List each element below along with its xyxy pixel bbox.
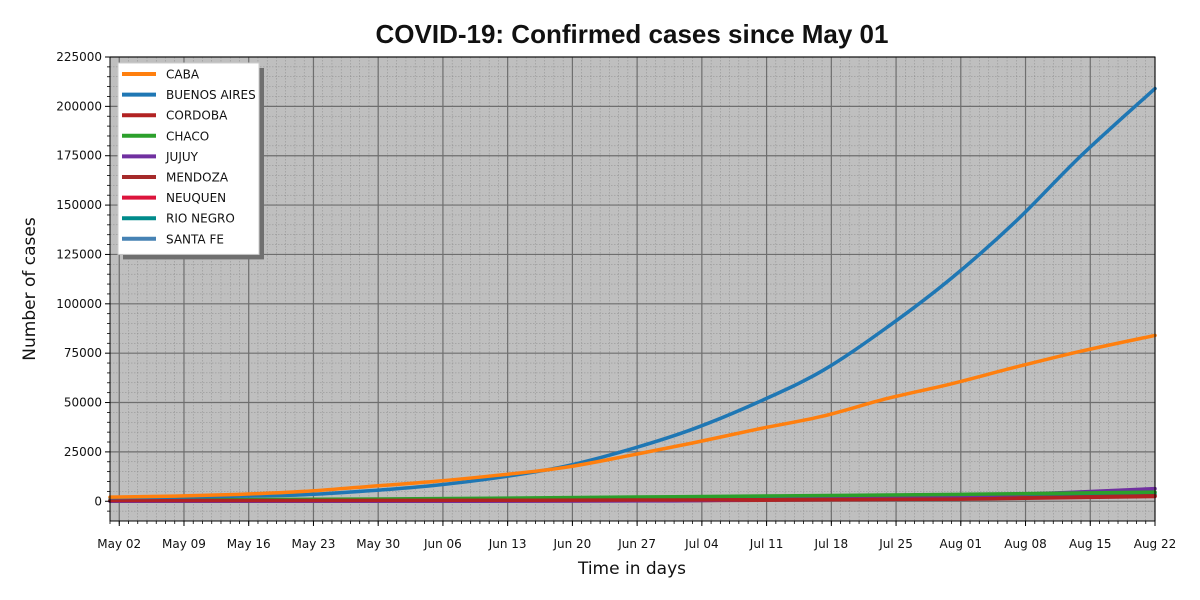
chart-title: COVID-19: Confirmed cases since May 01	[376, 19, 889, 49]
y-tick-label: 200000	[56, 99, 102, 113]
major-grid	[110, 56, 1156, 521]
plot-frame	[109, 56, 1156, 522]
series-line-cordoba	[108, 494, 1157, 503]
x-tick-label: Jun 27	[617, 537, 656, 551]
y-tick-label: 150000	[56, 198, 102, 212]
y-tick-label: 100000	[56, 297, 102, 311]
legend-label-buenos-aires: BUENOS AIRES	[166, 88, 256, 102]
legend-label-jujuy: JUJUY	[165, 150, 199, 164]
x-tick-label: Aug 15	[1069, 537, 1112, 551]
y-tick-label: 75000	[64, 346, 102, 360]
x-tick-label: Jun 13	[488, 537, 527, 551]
plot-background	[110, 57, 1155, 521]
x-tick-label: Jul 18	[814, 537, 849, 551]
x-tick-label: Jun 06	[423, 537, 462, 551]
x-tick-label: Jul 11	[749, 537, 784, 551]
y-tick-label: 50000	[64, 396, 102, 410]
legend-label-caba: CABA	[166, 68, 200, 82]
y-axis: 0 25000 50000 75000 100000 125000 150000 175000…	[56, 50, 110, 512]
legend-label-chaco: CHACO	[166, 129, 209, 143]
x-tick-label: Jul 25	[878, 537, 913, 551]
x-tick-label: Aug 22	[1134, 537, 1177, 551]
y-tick-label: 0	[94, 494, 102, 508]
series-line-buenos-aires	[108, 86, 1157, 500]
x-tick-label: Aug 08	[1004, 537, 1047, 551]
x-tick-label: May 02	[97, 537, 141, 551]
y-tick-label: 25000	[64, 445, 102, 459]
y-tick-label: 225000	[56, 50, 102, 64]
legend-label-neuquen: NEUQUEN	[166, 191, 226, 205]
x-tick-label: May 30	[356, 537, 400, 551]
x-tick-label: Jul 04	[684, 537, 719, 551]
legend-label-rio-negro: RIO NEGRO	[166, 212, 235, 226]
legend-label-santa-fe: SANTA FE	[166, 232, 224, 246]
y-axis-label: Number of cases	[20, 217, 40, 361]
x-tick-label: Jun 20	[552, 537, 591, 551]
y-tick-label: 175000	[56, 149, 102, 163]
series-line-caba	[108, 333, 1157, 499]
legend-label-mendoza: MENDOZA	[166, 171, 229, 185]
x-tick-label: Aug 01	[940, 537, 983, 551]
x-tick-label: May 09	[162, 537, 206, 551]
x-axis-label: Time in days	[577, 559, 686, 579]
x-axis: May 02 May 09 May 16 May 23 May 30 Jun 06 Jun …	[97, 521, 1176, 551]
series-lines	[108, 86, 1157, 504]
legend: CABA BUENOS AIRES CORDOBA CHACO JUJUY MENDOZA…	[117, 62, 264, 260]
x-tick-label: May 16	[227, 537, 271, 551]
legend-label-cordoba: CORDOBA	[166, 109, 228, 123]
minor-grid	[109, 56, 1156, 521]
x-tick-label: May 23	[291, 537, 335, 551]
y-tick-label: 125000	[56, 247, 102, 261]
